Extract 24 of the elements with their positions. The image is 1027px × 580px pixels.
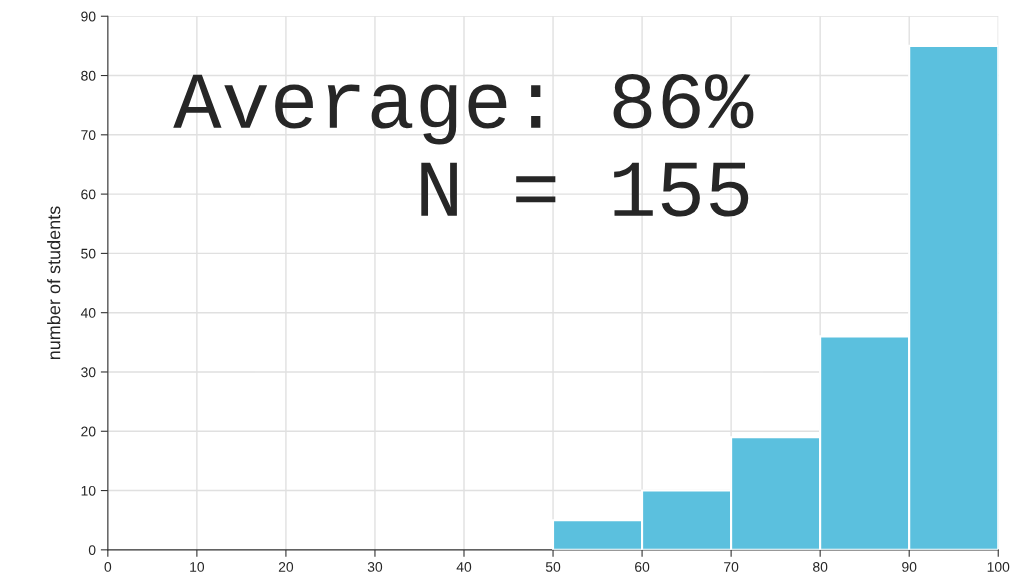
x-tick-label: 10 — [190, 562, 205, 572]
x-tick-label: 30 — [367, 562, 383, 572]
annotation: N = 155 — [421, 162, 749, 217]
y-tick-label: 80 — [81, 70, 96, 81]
y-tick-label: 30 — [81, 367, 96, 378]
x-tick-label: 60 — [635, 562, 650, 572]
y-tick-label: 70 — [81, 130, 96, 140]
x-tick-label: 80 — [813, 562, 828, 572]
x-tick-label: 40 — [456, 562, 472, 572]
y-tick-label: 10 — [81, 485, 96, 496]
y-tick-label: 60 — [81, 189, 96, 200]
x-tick-label: 90 — [902, 562, 917, 572]
y-axis-title: number of students — [47, 206, 61, 360]
x-tick-label: 70 — [724, 562, 739, 572]
y-tick-label: 0 — [88, 545, 96, 556]
x-tick-label: 100 — [987, 562, 1010, 572]
y-tick-label: 40 — [80, 308, 96, 318]
y-tick-label: 20 — [81, 426, 96, 437]
x-tick-label: 20 — [278, 562, 294, 572]
x-tick-label: 0 — [104, 562, 112, 572]
y-tick-label: 90 — [81, 11, 96, 22]
annotation: Average: 86% — [173, 73, 754, 145]
x-tick-label: 50 — [545, 562, 561, 572]
y-tick-label: 50 — [81, 248, 96, 259]
